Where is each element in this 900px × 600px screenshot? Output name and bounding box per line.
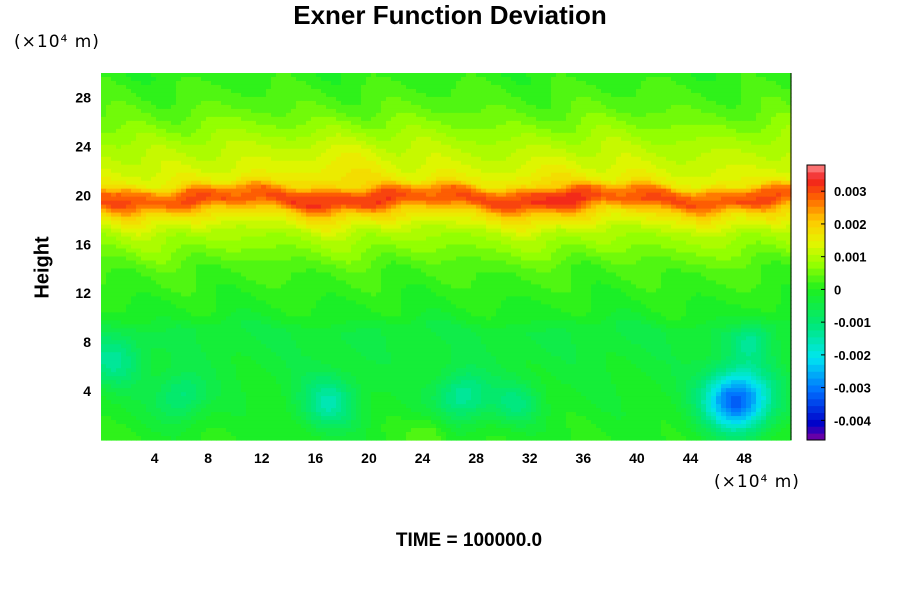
colorbar-band [807, 295, 825, 304]
colorbar-band [807, 405, 825, 414]
colorbar-band [807, 330, 825, 338]
colorbar-band [807, 316, 825, 324]
colorbar-band [807, 233, 825, 242]
x-axis-ticks: 4 8 12 16 20 24 28 32 36 40 44 48 [151, 450, 752, 466]
colorbar-tick-label: -0.004 [834, 413, 872, 428]
colorbar-band [807, 364, 825, 372]
colorbar-band [807, 385, 825, 393]
colorbar-tick-label: 0 [834, 282, 841, 297]
colorbar-band [807, 199, 825, 207]
colorbar-tick-label: -0.002 [834, 348, 871, 363]
colorbar-band [807, 323, 825, 331]
x-axis-unit: (×10⁴ m) [714, 472, 800, 492]
x-tick-label: 40 [629, 450, 645, 466]
colorbar-frame [806, 164, 826, 441]
colorbar-tick-label: 0.002 [834, 217, 867, 232]
colorbar-band [807, 378, 825, 386]
colorbar-band [807, 426, 825, 434]
x-tick-label: 24 [415, 450, 431, 466]
y-tick-label: 24 [75, 138, 91, 154]
y-tick-label: 20 [75, 187, 91, 203]
y-tick-label: 16 [75, 236, 91, 252]
colorbar-band [807, 165, 825, 173]
colorbar-band [807, 254, 825, 262]
colorbar-band [807, 247, 825, 255]
colorbar-tick-label: -0.001 [834, 315, 871, 330]
colorbar [806, 164, 826, 441]
y-axis-ticks: 4 8 12 16 20 24 28 [75, 89, 91, 399]
y-axis-unit: (×10⁴ m) [14, 32, 100, 52]
x-tick-label: 4 [151, 450, 159, 466]
x-tick-label: 16 [308, 450, 324, 466]
colorbar-band [807, 220, 825, 228]
colorbar-band [807, 398, 825, 407]
colorbar-band [807, 185, 825, 194]
y-tick-label: 12 [75, 285, 91, 301]
colorbar-band [807, 419, 825, 427]
colorbar-band [807, 433, 825, 441]
y-tick-label: 28 [75, 89, 91, 105]
colorbar-tick-label: -0.003 [834, 381, 871, 396]
x-tick-label: 32 [522, 450, 538, 466]
colorbar-band [807, 343, 825, 352]
colorbar-band [807, 275, 825, 283]
colorbar-tick-label: 0.003 [834, 184, 867, 199]
colorbar-band [807, 213, 825, 221]
y-tick-label: 8 [83, 334, 91, 350]
colorbar-ticks: 0.003 0.002 0.001 0 -0.001 -0.002 -0.003 -0.004 [821, 184, 872, 428]
colorbar-band [807, 268, 825, 276]
x-tick-label: 8 [204, 450, 212, 466]
x-tick-label: 20 [361, 450, 377, 466]
colorbar-band [807, 309, 825, 317]
x-tick-label: 36 [576, 450, 592, 466]
x-tick-label: 28 [468, 450, 484, 466]
colorbar-band [807, 412, 825, 420]
colorbar-band [807, 240, 825, 249]
colorbar-band [807, 281, 825, 290]
colorbar-band [807, 192, 825, 200]
colorbar-band [807, 171, 825, 180]
colorbar-band [807, 288, 825, 297]
colorbar-band [807, 226, 825, 235]
x-tick-label: 44 [683, 450, 699, 466]
y-tick-label: 4 [83, 383, 91, 399]
x-tick-label: 48 [736, 450, 752, 466]
colorbar-band [807, 336, 825, 345]
colorbar-band [807, 391, 825, 400]
contour-field [101, 73, 792, 441]
colorbar-band [807, 350, 825, 359]
x-tick-label: 12 [254, 450, 270, 466]
colorbar-band [807, 302, 825, 310]
chart-title: Exner Function Deviation [293, 0, 607, 30]
colorbar-band [807, 261, 825, 269]
time-label: TIME = 100000.0 [395, 530, 543, 551]
colorbar-band [807, 178, 825, 187]
colorbar-band [807, 357, 825, 365]
colorbar-tick-label: 0.001 [834, 250, 867, 265]
colorbar-band [807, 206, 825, 214]
colorbar-band [807, 371, 825, 379]
